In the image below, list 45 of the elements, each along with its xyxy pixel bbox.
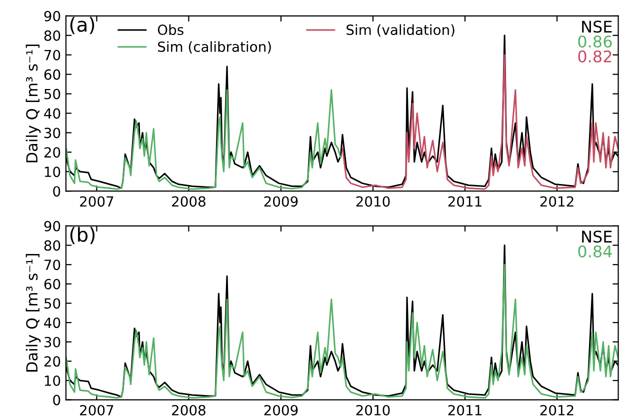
x-tick-label: 2009 xyxy=(264,196,298,207)
y-tick-label: 70 xyxy=(44,50,60,60)
y-tick-label: 50 xyxy=(44,88,60,100)
annotation: (a) xyxy=(70,16,94,34)
x-tick-label: 2010 xyxy=(356,196,390,207)
x-tick-label: 2008 xyxy=(172,404,206,416)
y-tick-label: 40 xyxy=(44,108,60,119)
annotation: NSE xyxy=(582,230,612,243)
x-tick-label: 2012 xyxy=(540,404,574,416)
y-tick-label: 0 xyxy=(53,186,60,197)
line-series xyxy=(66,89,342,190)
y-tick-label: 30 xyxy=(44,128,60,138)
annotation: 0.86 xyxy=(578,36,612,48)
y-tick-label: 20 xyxy=(44,356,60,367)
y-tick-label: 30 xyxy=(44,336,60,348)
y-tick-label: 20 xyxy=(44,147,60,158)
y-tick-label: 10 xyxy=(44,375,60,386)
annotation: 0.84 xyxy=(578,245,612,258)
y-tick-label: 60 xyxy=(44,278,60,290)
y-tick-label: 40 xyxy=(44,318,60,328)
x-tick-label: 2007 xyxy=(80,196,114,207)
x-tick-label: 2008 xyxy=(172,196,206,207)
y-tick-label: 50 xyxy=(44,298,60,309)
x-tick-label: 2009 xyxy=(264,404,298,416)
x-tick-label: 2011 xyxy=(448,404,482,416)
annotation: 0.82 xyxy=(578,50,612,62)
y-tick-label: 80 xyxy=(44,240,60,251)
legend-label: Sim (calibration) xyxy=(158,41,271,54)
y-tick-label: 60 xyxy=(44,69,60,80)
x-tick-label: 2011 xyxy=(448,196,482,207)
y-tick-label: 10 xyxy=(44,166,60,178)
y-axis-title: Daily Q [m³ s⁻¹] xyxy=(26,254,41,372)
y-tick-label: 90 xyxy=(44,220,60,232)
y-tick-label: 90 xyxy=(44,10,60,22)
annotation: (b) xyxy=(70,226,95,244)
x-tick-label: 2012 xyxy=(540,196,574,207)
x-tick-label: 2010 xyxy=(356,404,390,416)
legend-label: Sim (validation) xyxy=(346,24,454,37)
y-axis-title: Daily Q [m³ s⁻¹] xyxy=(26,44,41,162)
y-tick-label: 0 xyxy=(53,394,60,406)
annotation: NSE xyxy=(582,20,612,33)
y-tick-label: 70 xyxy=(44,260,60,270)
x-tick-label: 2007 xyxy=(80,404,114,416)
legend-label: Obs xyxy=(158,24,184,36)
y-tick-label: 80 xyxy=(44,30,60,41)
